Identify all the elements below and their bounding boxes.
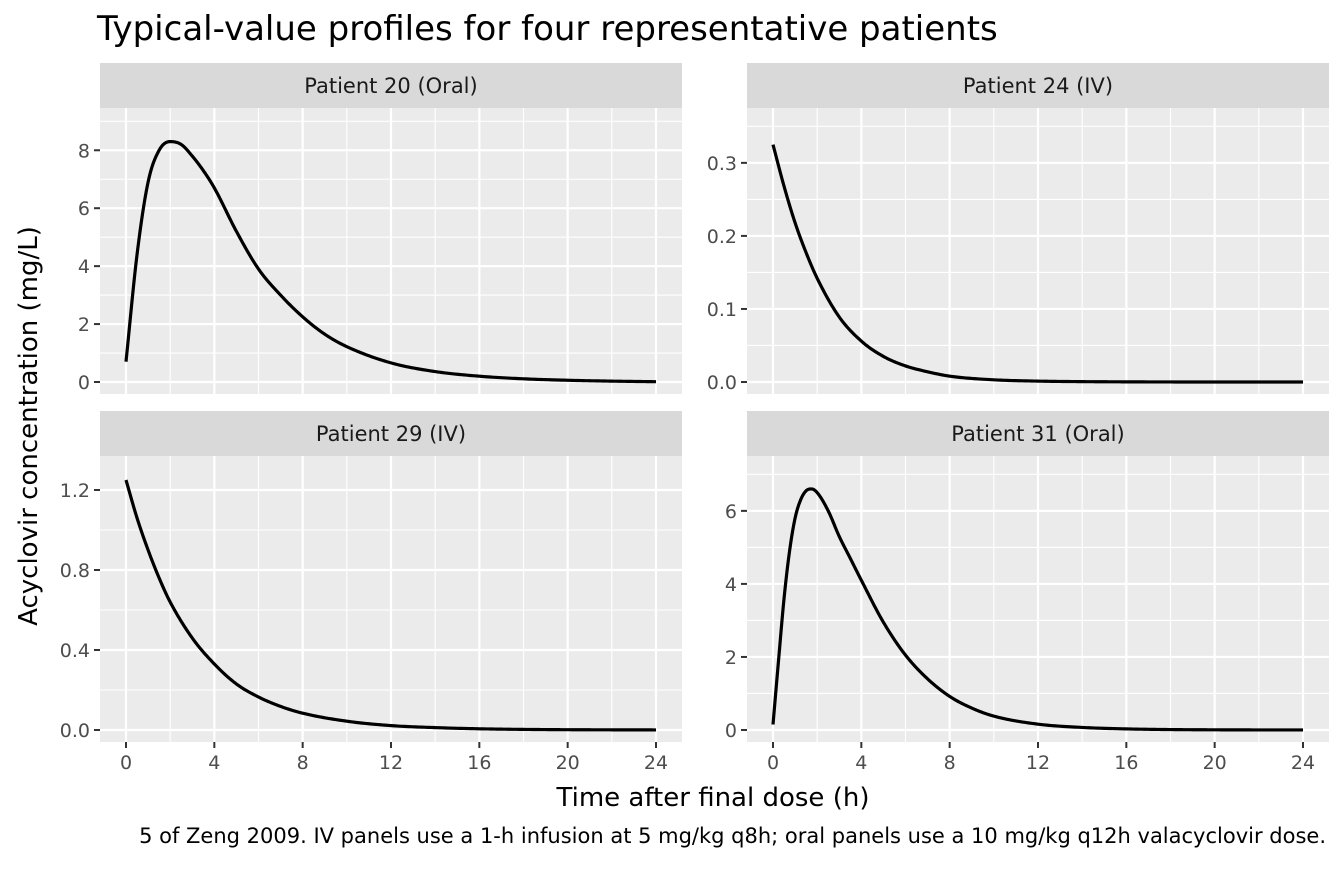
concentration-curve [124, 479, 656, 732]
facet-strip-label: Patient 29 (IV) [316, 422, 466, 446]
facet-panel: Patient 24 (IV) 0.0 0.1 0.2 0.3 [707, 63, 1329, 394]
y-tick-label: 0.2 [707, 226, 737, 248]
x-tick-label: 4 [208, 752, 220, 774]
y-tick-label: 6 [725, 501, 737, 523]
facet-strip-label: Patient 31 (Oral) [951, 422, 1124, 446]
y-tick-label: 4 [78, 256, 90, 278]
concentration-curve [771, 144, 1303, 384]
x-tick-label: 0 [120, 752, 132, 774]
x-tick-label: 12 [379, 752, 403, 774]
x-tick-label: 0 [767, 752, 779, 774]
facet-strip [747, 63, 1329, 108]
y-tick-label: 0.8 [60, 560, 90, 582]
concentration-curve [124, 139, 657, 384]
x-tick-label: 24 [1291, 752, 1315, 774]
y-tick-label: 8 [78, 140, 90, 162]
y-tick-label: 0.0 [707, 372, 737, 394]
x-tick-label: 16 [467, 752, 491, 774]
x-tick-label: 20 [1203, 752, 1227, 774]
y-tick-label: 0 [725, 720, 737, 742]
y-tick-label: 6 [78, 198, 90, 220]
y-tick-label: 4 [725, 574, 737, 596]
y-tick-label: 0.3 [707, 153, 737, 175]
x-tick-label: 8 [944, 752, 956, 774]
y-tick-label: 2 [725, 647, 737, 669]
chart-caption: 5 of Zeng 2009. IV panels use a 1-h infu… [139, 824, 1326, 848]
concentration-curve [771, 487, 1303, 732]
y-tick-label: 0.0 [60, 720, 90, 742]
y-tick-label: 0.1 [707, 299, 737, 321]
x-tick-label: 8 [297, 752, 309, 774]
x-tick-label: 4 [855, 752, 867, 774]
facet-panel: Patient 29 (IV) 0.0 0.4 0.8 1.2 0 4 8 12 16 20 24 [60, 411, 682, 774]
x-tick-label: 20 [556, 752, 580, 774]
y-tick-label: 2 [78, 314, 90, 336]
facet-panel: Patient 20 (Oral) 0 2 4 6 8 [78, 63, 682, 394]
x-tick-label: 16 [1114, 752, 1138, 774]
facet-strip [747, 411, 1329, 456]
facet-strip-label: Patient 24 (IV) [963, 74, 1113, 98]
x-axis-title: Time after final dose (h) [556, 783, 870, 813]
facet-strip-label: Patient 20 (Oral) [304, 74, 477, 98]
y-tick-label: 1.2 [60, 480, 90, 502]
facet-strip [100, 411, 682, 456]
facet-strip [100, 63, 682, 108]
x-tick-label: 24 [644, 752, 668, 774]
chart-title: Typical-value profiles for four represen… [96, 9, 998, 49]
y-axis-title: Acyclovir concentration (mg/L) [14, 226, 44, 626]
y-tick-label: 0 [78, 372, 90, 394]
x-tick-label: 12 [1026, 752, 1050, 774]
y-tick-label: 0.4 [60, 640, 90, 662]
